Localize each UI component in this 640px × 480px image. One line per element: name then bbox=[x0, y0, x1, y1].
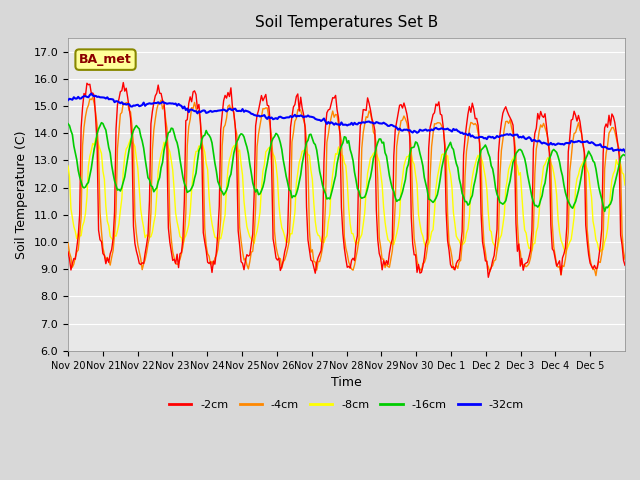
Text: BA_met: BA_met bbox=[79, 53, 132, 66]
Y-axis label: Soil Temperature (C): Soil Temperature (C) bbox=[15, 130, 28, 259]
X-axis label: Time: Time bbox=[331, 376, 362, 389]
Title: Soil Temperatures Set B: Soil Temperatures Set B bbox=[255, 15, 438, 30]
Legend: -2cm, -4cm, -8cm, -16cm, -32cm: -2cm, -4cm, -8cm, -16cm, -32cm bbox=[165, 395, 528, 414]
